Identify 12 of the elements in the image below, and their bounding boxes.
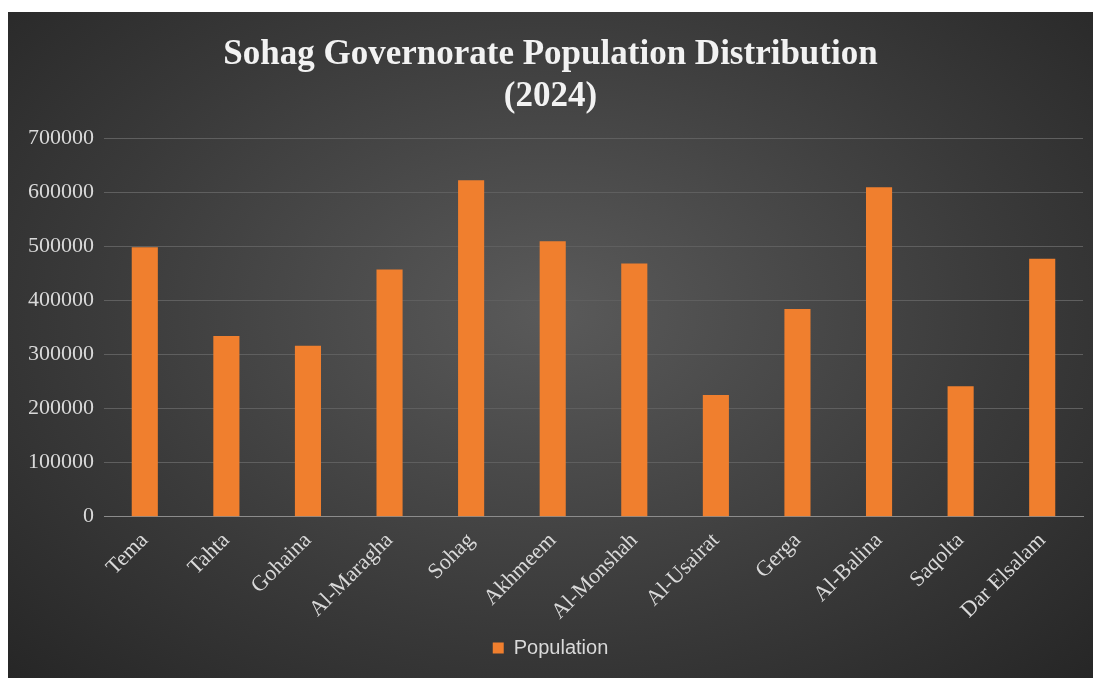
y-tick-label: 200000: [28, 394, 94, 420]
y-tick-label: 0: [83, 502, 94, 528]
y-tick-label: 300000: [28, 340, 94, 366]
y-tick-label: 100000: [28, 448, 94, 474]
y-tick-label: 600000: [28, 177, 94, 203]
chart-title: Sohag Governorate Population Distribution (2024): [223, 33, 878, 115]
y-tick-label: 500000: [28, 231, 94, 257]
y-tick-label: 400000: [28, 286, 94, 312]
x-tick-label: Tema: [100, 526, 153, 579]
x-tick-label: Tahta: [181, 526, 235, 579]
y-tick-label: 700000: [28, 123, 94, 149]
legend-label: Population: [513, 635, 609, 658]
